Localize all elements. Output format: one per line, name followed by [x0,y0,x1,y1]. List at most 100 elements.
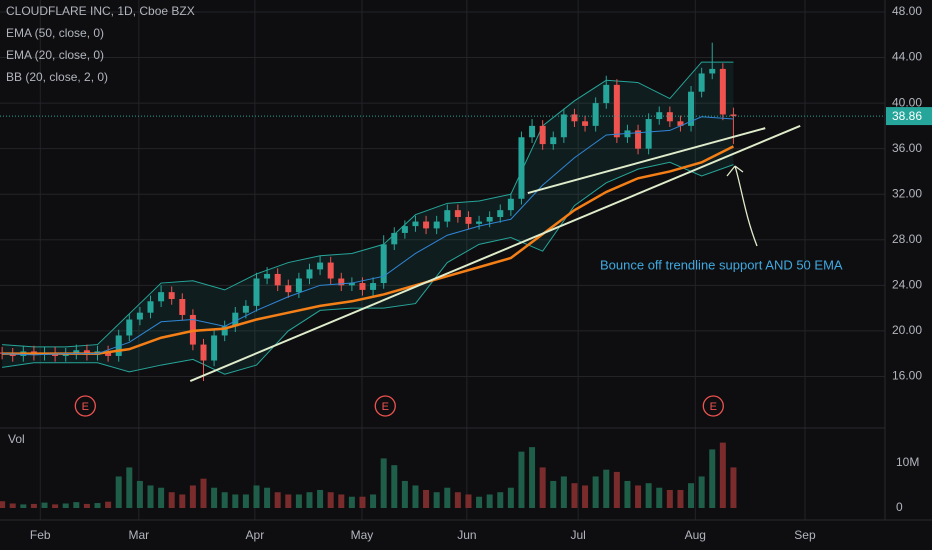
annotation: Bounce off trendline support AND 50 EMA [600,257,843,272]
x-tick-label: Jun [457,528,476,542]
candle-body [518,137,525,199]
candle-body [613,84,620,138]
annotation-arrow [726,165,758,247]
candle-body [242,305,249,313]
candle-body [73,350,80,354]
volume-bar [529,447,536,508]
volume-bar [592,476,599,508]
candle-body [168,292,175,300]
volume-bar [465,494,472,508]
volume-label: Vol [8,432,25,446]
last-price-box [886,107,932,126]
volume-bar [105,501,112,508]
candle-body [348,283,355,286]
candle-body [539,125,546,145]
y-tick-label: 44.00 [892,50,922,64]
candle-body [401,226,408,233]
x-tick-label: Jul [570,528,585,542]
candle-body [677,121,684,126]
volume-bar [582,485,589,508]
volume-bar [264,487,271,508]
candle-body [232,312,239,327]
x-tick-label: Apr [246,528,265,542]
candle-body [709,68,716,74]
volume-bar [730,467,737,508]
volume-bar [83,503,90,508]
candle-body [529,125,536,138]
candle-body [317,262,324,270]
volume-bar [62,503,69,508]
earnings-marker [374,395,396,417]
grid-layer: 16.00 20.00 24.00 28.00 32.00 36.00 40.00 44.00… [0,0,922,542]
candle-body [454,210,461,217]
candle-body [635,130,642,149]
volume-bar [168,492,175,508]
volume-bar [454,492,461,508]
y-tick-label: 32.00 [892,186,922,200]
candle-body [603,84,610,104]
candle-body [253,278,260,306]
candle-body [645,119,652,149]
candle-body [200,344,207,361]
candle-body [147,301,154,313]
candle-body [264,273,271,279]
volume-tick-label: 10M [896,455,919,469]
earnings-marker [702,395,724,417]
candle-body [666,112,673,122]
x-tick-label: Feb [30,528,51,542]
volume-bar [200,478,207,508]
candle-body [486,216,493,222]
volume-bar [539,467,546,508]
candle-body [698,73,705,92]
volume-bar [232,494,239,508]
candle-body [285,285,292,293]
candle-body [550,137,557,145]
ema-line [2,116,734,356]
volume-bar [613,471,620,508]
volume-bar [645,483,652,508]
y-tick-label: 28.00 [892,232,922,246]
volume-bar [486,494,493,508]
x-tick-label: Aug [685,528,706,542]
volume-bar [179,494,186,508]
volume-bar [666,489,673,508]
volume-bar [20,504,27,508]
volume-bar [317,489,324,508]
indicator-label: EMA (20, close, 0) [6,48,104,62]
volume-bar [518,451,525,508]
volume-bar [423,489,430,508]
candle-body [179,299,186,315]
x-tick-label: May [351,528,374,542]
band-line [2,161,734,375]
volume-bar [94,503,101,508]
volume-bar [295,494,302,508]
candle-body [370,283,377,290]
candle-body [688,91,695,126]
candle-body [656,112,663,120]
y-tick-label: 16.00 [892,369,922,383]
candle-body [433,221,440,229]
volume-bar [433,492,440,508]
volume-bar [211,487,218,508]
volume-bar [444,487,451,508]
volume-bar [507,487,514,508]
candle-body [582,121,589,126]
volume-bar [73,502,80,508]
volume-bar [158,487,165,508]
volume-bar [221,492,228,508]
volume-bar [327,492,334,508]
last-price-label: 38.86 [892,109,922,123]
candle-body [423,221,430,229]
candle-body [730,114,737,117]
volume-bar [476,496,483,508]
chart-title: CLOUDFLARE INC, 1D, Cboe BZX [6,4,195,18]
candle-body [571,114,578,122]
volume-bar [401,480,408,508]
y-tick-label: 48.00 [892,4,922,18]
volume-bar [370,494,377,508]
volume-bar [677,489,684,508]
volume-bar [688,483,695,508]
volume-bar [285,494,292,508]
plot-layer: E E E 38.86 [0,42,932,508]
